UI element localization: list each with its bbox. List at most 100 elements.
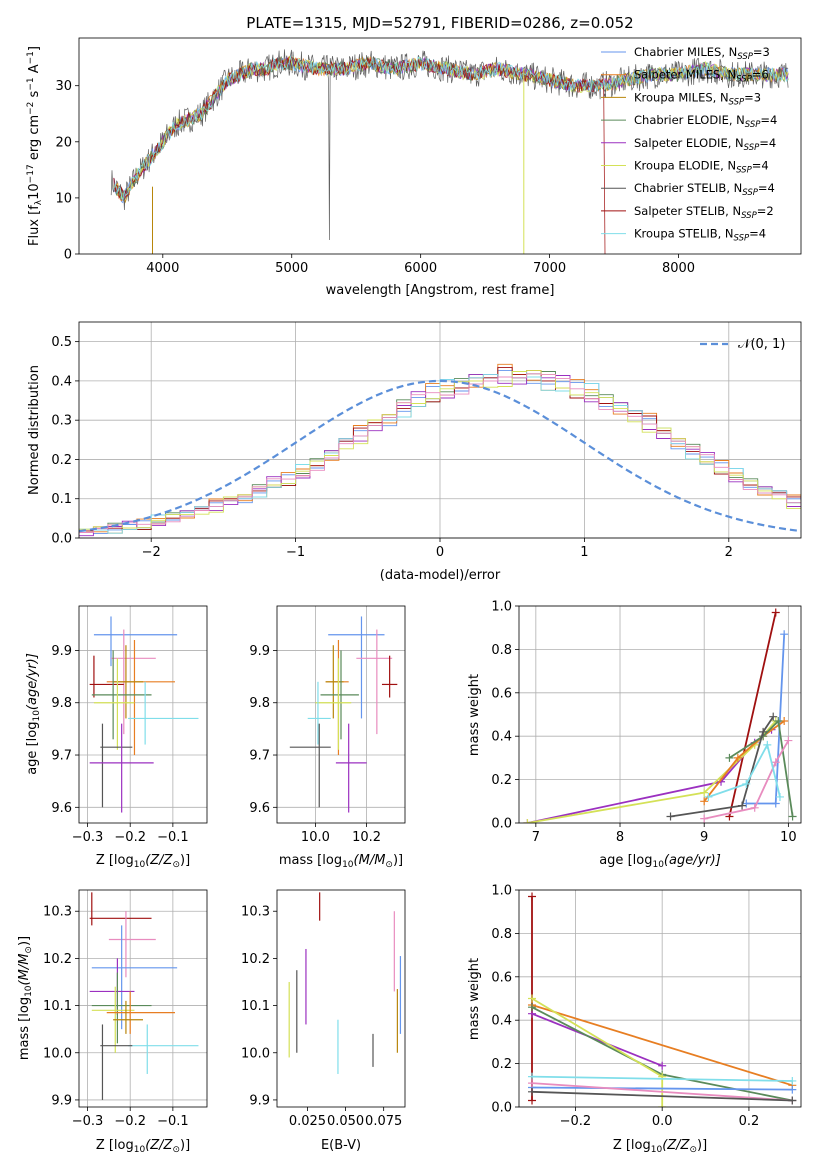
y-tick-label: 0.2 — [491, 773, 512, 788]
y-tick-label: 10.2 — [241, 952, 270, 967]
y-tick-label: 30 — [55, 79, 72, 94]
marker — [528, 1003, 537, 1012]
y-tick-label: 0.0 — [491, 1101, 512, 1116]
line-salpeter-elodie — [527, 728, 773, 823]
marker — [775, 792, 784, 801]
x-tick-label: −1 — [286, 545, 305, 560]
y-tick-label: 0.6 — [491, 686, 512, 701]
plot-area — [288, 892, 402, 1074]
marker — [769, 712, 778, 721]
line-chabrier-stelib — [531, 1090, 793, 1102]
x-axis-label: age [log10(age/yr)] — [599, 853, 721, 870]
histogram-kroupa-elodie — [79, 370, 801, 538]
axes-frame — [78, 37, 802, 255]
y-tick-label: 0.8 — [491, 927, 512, 942]
model-spectrum-kroupa-stelib — [113, 55, 789, 201]
panel-age_vs_mass: 10.0 10.2 9.6 9.7 9.8 9.9 mass [log10(M/M⊙)] — [249, 605, 406, 870]
x-tick-label: 0.050 — [327, 1114, 364, 1129]
legend-entry: Chabrier MILES, NSSP=3 — [634, 45, 770, 62]
panel-mass_vs_ebv: 0.025 0.050 0.075 9.9 10.0 10.1 10.2 10.3 E(B-V) — [241, 889, 406, 1153]
legend-entry: 𝒩(0, 1) — [738, 337, 785, 352]
marker — [725, 753, 734, 762]
y-tick-label: 0.2 — [491, 1057, 512, 1072]
x-tick-label: 10 — [780, 830, 797, 845]
marker — [704, 792, 713, 801]
marker — [771, 758, 780, 767]
x-tick-label: 6000 — [404, 261, 437, 276]
line-salpeter-miles — [703, 720, 785, 802]
line-chabrier-miles — [531, 1086, 793, 1091]
y-tick-label: 9.7 — [51, 749, 72, 764]
panel-mass_vs_Z: −0.3 −0.2 −0.1 9.9 10.0 10.1 10.2 10.3 Z [log10(… — [17, 889, 208, 1155]
marker — [784, 736, 793, 745]
axes-frame — [276, 605, 406, 824]
x-axis-label: mass [log10(M/M⊙)] — [279, 853, 403, 870]
line-salpeter-elodie — [531, 1012, 663, 1067]
plot-area — [528, 892, 797, 1107]
marker — [700, 788, 709, 797]
panel-spectrum: 4000 5000 6000 7000 8000 0 10 20 30 Chabrier MILE… — [26, 37, 802, 298]
y-tick-label: 9.7 — [249, 749, 270, 764]
histogram-pink — [79, 373, 801, 538]
axes-frame — [276, 889, 406, 1108]
plot-area — [523, 608, 797, 823]
x-axis-label: (data-model)/error — [380, 568, 501, 583]
plot-area — [110, 49, 789, 254]
axes-frame — [78, 605, 208, 824]
y-axis-label: age [log10(age/yr)] — [25, 653, 42, 775]
y-tick-label: 0.2 — [51, 453, 72, 468]
axes-frame — [518, 605, 802, 824]
x-tick-label: 8 — [616, 830, 624, 845]
x-tick-label: 0.2 — [739, 1114, 760, 1129]
x-tick-label: 9 — [700, 830, 708, 845]
marker — [763, 740, 772, 749]
y-tick-label: 9.9 — [249, 644, 270, 659]
plot-area — [289, 616, 398, 813]
y-tick-label: 1.0 — [491, 600, 512, 615]
y-tick-label: 0.8 — [491, 643, 512, 658]
marker — [528, 892, 537, 901]
marker — [788, 1085, 797, 1094]
y-tick-label: 10.3 — [43, 905, 72, 920]
marker — [700, 797, 709, 806]
histogram-salpeter-miles — [79, 363, 801, 538]
x-tick-label: −0.2 — [560, 1114, 592, 1129]
x-axis-label: Z [log10(Z/Z⊙)] — [96, 853, 190, 870]
marker — [733, 753, 742, 762]
marker — [528, 1096, 537, 1105]
y-tick-label: 9.9 — [51, 1093, 72, 1108]
y-tick-label: 10.0 — [43, 1046, 72, 1061]
y-tick-label: 0.6 — [491, 970, 512, 985]
x-tick-label: 8000 — [662, 261, 695, 276]
x-tick-label: −0.2 — [114, 830, 146, 845]
panel-massweight_vs_Z: −0.2 0.0 0.2 0.0 0.2 0.4 0.6 0.8 1.0 Z [log10(Z/Z… — [467, 884, 802, 1155]
marker — [780, 630, 789, 639]
normal-curve — [79, 379, 801, 533]
plot-area — [89, 892, 199, 1100]
y-axis-label: mass weight — [467, 674, 482, 756]
marker — [788, 1076, 797, 1085]
model-spectrum-kroupa-elodie — [113, 55, 789, 199]
marker — [774, 717, 783, 726]
line-salpeter-miles — [531, 1004, 793, 1087]
x-tick-label: −0.1 — [157, 1114, 189, 1129]
y-tick-label: 9.9 — [51, 644, 72, 659]
y-axis-label: Flux [fλ10−17 erg cm−2 s−1 A−1] — [26, 46, 44, 246]
y-tick-label: 20 — [55, 135, 72, 150]
x-tick-label: 0.025 — [289, 1114, 326, 1129]
x-axis-label: wavelength [Angstrom, rest frame] — [326, 283, 555, 298]
x-tick-label: 1 — [580, 545, 588, 560]
x-tick-label: 0.0 — [652, 1114, 673, 1129]
legend-entry: Salpeter ELODIE, NSSP=4 — [634, 136, 776, 153]
y-tick-label: 0.0 — [51, 532, 72, 547]
y-tick-label: 9.6 — [249, 801, 270, 816]
x-tick-label: 7 — [532, 830, 540, 845]
line-kroupa-stelib — [531, 1075, 793, 1082]
y-tick-label: 0.1 — [51, 492, 72, 507]
legend-entry: Kroupa MILES, NSSP=3 — [634, 90, 761, 107]
y-tick-label: 9.8 — [51, 696, 72, 711]
x-tick-label: 0 — [436, 545, 444, 560]
y-tick-label: 0 — [64, 248, 72, 263]
y-tick-label: 10.0 — [241, 1046, 270, 1061]
y-axis-label: mass [log10(M/M⊙)] — [17, 936, 34, 1060]
